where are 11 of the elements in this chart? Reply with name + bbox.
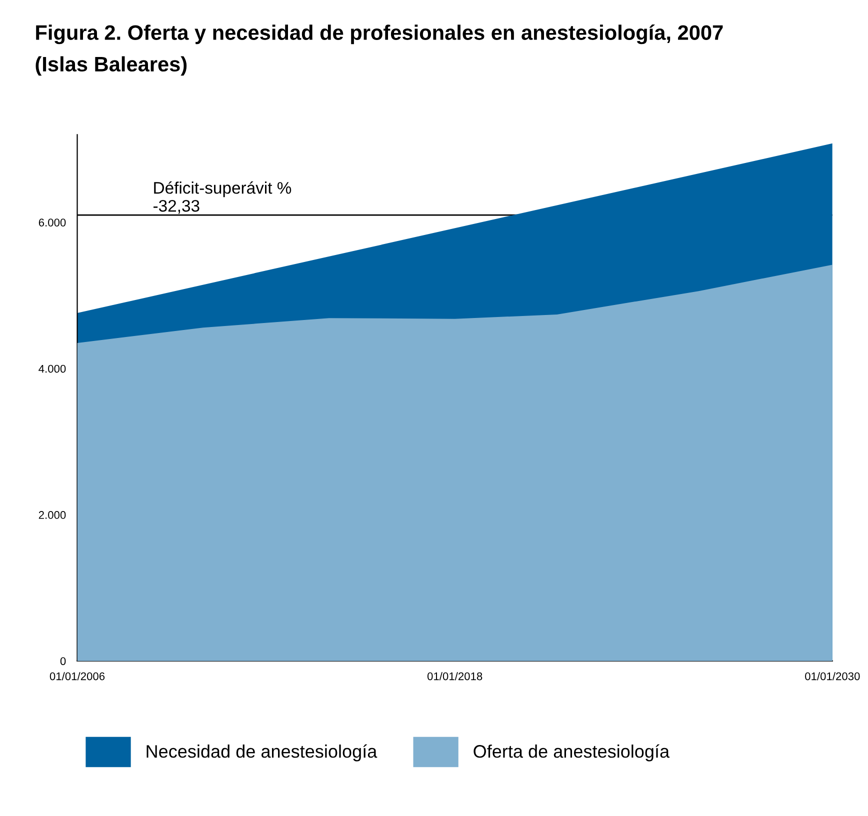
ref-line-label: Déficit-superávit % -32,33 xyxy=(154,181,292,214)
y-tick-label: 6.000 xyxy=(38,218,66,226)
legend-label: Necesidad de anestesiología xyxy=(146,744,378,762)
y-tick-label: 0 xyxy=(60,657,66,666)
chart-title: Figura 2. Oferta y necesidad de profesionales en anestesiología, 2007 (Islas Baleares) xyxy=(36,24,723,76)
y-tick-label: 2.000 xyxy=(38,511,66,519)
y-tick-label: 4.000 xyxy=(38,364,66,373)
x-tick-label: 01/01/2030 xyxy=(805,672,860,680)
legend-label: Oferta de anestesiología xyxy=(474,744,670,762)
x-tick-label: 01/01/2018 xyxy=(427,672,482,680)
x-tick-label: 01/01/2006 xyxy=(50,672,105,680)
